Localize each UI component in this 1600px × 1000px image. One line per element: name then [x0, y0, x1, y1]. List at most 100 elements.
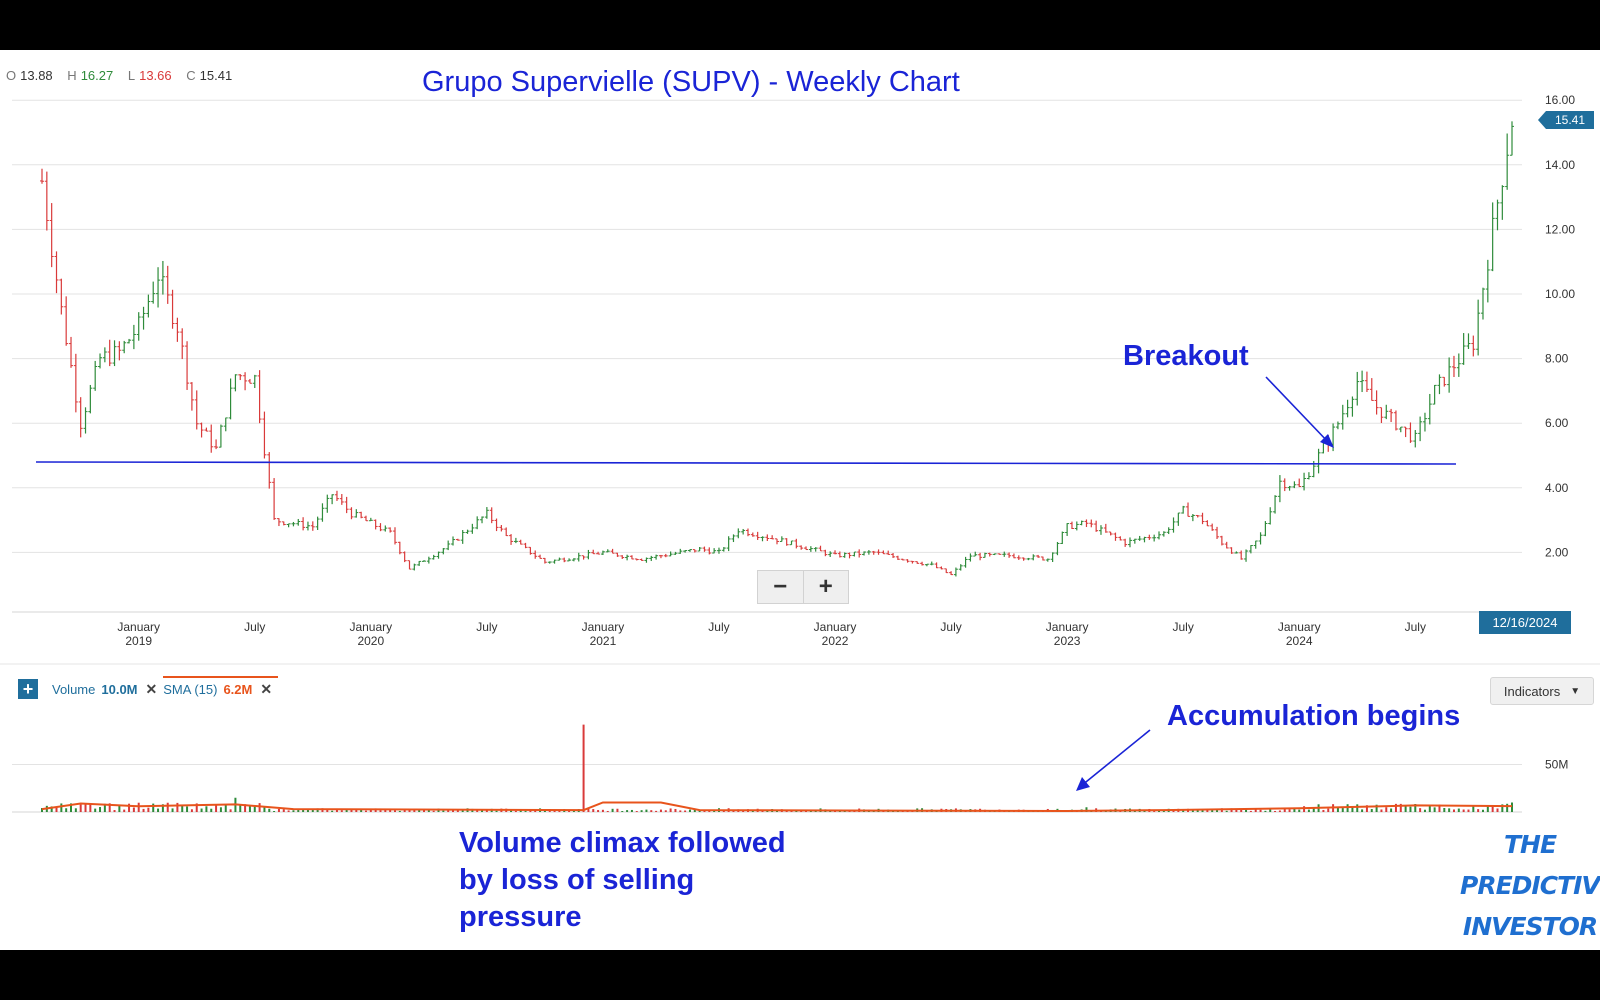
ohlc-bar	[852, 551, 857, 557]
price-tick-label: 16.00	[1545, 93, 1575, 107]
ohlc-bar	[997, 553, 1002, 555]
ohlc-bar	[1360, 370, 1365, 393]
ohlc-bar	[112, 340, 117, 367]
ohlc-bar	[658, 554, 663, 559]
ohlc-bar	[489, 507, 494, 524]
ohlc-bar	[499, 525, 504, 532]
ohlc-bar	[397, 541, 402, 555]
ohlc-bar	[214, 439, 219, 450]
ohlc-bar	[1055, 541, 1060, 556]
ohlc-bar	[1050, 552, 1055, 563]
ohlc-bar	[654, 554, 659, 560]
ohlc-bar	[44, 171, 49, 231]
accumulation-annotation: Accumulation begins	[1167, 700, 1461, 732]
ohlc-bar	[552, 559, 557, 564]
ohlc-bar	[301, 517, 306, 531]
ohlc-readout: O 13.88 H 16.27 L 13.66 C 15.41	[6, 68, 243, 83]
ohlc-bar	[833, 550, 838, 555]
ohlc-bar	[98, 353, 103, 369]
volume-legend: + Volume 10.0M ✕ SMA (15) 6.2M ✕	[18, 676, 279, 702]
x-tick-month: July	[244, 620, 265, 634]
ohlc-bar	[755, 531, 760, 540]
top-letterbox	[0, 0, 1600, 50]
ohlc-bar	[480, 516, 485, 524]
ohlc-bar	[1258, 532, 1263, 545]
ohlc-bar	[1490, 202, 1495, 272]
ohlc-bar	[784, 538, 789, 546]
ohlc-bar	[281, 521, 286, 526]
ohlc-bar	[886, 550, 891, 555]
ohlc-bar	[644, 557, 649, 563]
ohlc-bar	[779, 536, 784, 542]
remove-sma-icon[interactable]: ✕	[260, 681, 273, 697]
ohlc-bar	[924, 563, 929, 567]
x-tick-year: 2021	[590, 634, 617, 648]
add-indicator-button[interactable]: +	[18, 679, 38, 699]
open-label: O	[6, 68, 17, 83]
ohlc-bar	[402, 551, 407, 563]
ohlc-bar	[339, 494, 344, 505]
ohlc-bar	[1031, 554, 1036, 561]
chart-panel	[0, 50, 1600, 950]
ohlc-bar	[451, 536, 456, 546]
ohlc-bar	[915, 561, 920, 564]
ohlc-bar	[40, 168, 44, 184]
ohlc-bar	[528, 546, 533, 555]
ohlc-bar	[770, 535, 775, 540]
ohlc-bar	[949, 571, 954, 576]
ohlc-bar	[1500, 185, 1505, 220]
ohlc-bar	[992, 553, 997, 556]
chart-title: Grupo Supervielle (SUPV) - Weekly Chart	[418, 66, 964, 99]
ohlc-bar	[252, 374, 257, 388]
ohlc-bar	[1176, 512, 1181, 526]
ohlc-bar	[591, 549, 596, 555]
ohlc-bar	[596, 551, 601, 555]
ohlc-bar	[1480, 287, 1485, 320]
ohlc-bar	[1398, 426, 1403, 433]
ohlc-bar	[610, 548, 615, 554]
ohlc-bar	[1437, 374, 1442, 395]
ohlc-bar	[939, 566, 944, 570]
ohlc-bar	[78, 397, 83, 438]
ohlc-bar	[296, 518, 301, 526]
ohlc-bar	[910, 560, 915, 564]
ohlc-bar	[862, 551, 867, 556]
ohlc-bar	[562, 557, 567, 563]
indicators-dropdown[interactable]: Indicators ▼	[1490, 677, 1594, 705]
zoom-in-button[interactable]: +	[802, 571, 849, 603]
ohlc-bar	[267, 452, 272, 489]
ohlc-bar	[808, 546, 813, 552]
ohlc-bar	[678, 548, 683, 554]
ohlc-bar	[475, 516, 480, 530]
ohlc-bar	[1384, 404, 1389, 420]
ohlc-bar	[59, 278, 64, 315]
price-tick-label: 14.00	[1545, 158, 1575, 172]
ohlc-bar	[334, 490, 339, 501]
x-tick-month: January	[349, 620, 392, 634]
ohlc-bar	[1118, 536, 1123, 541]
climax-line: Volume climax followed	[459, 827, 786, 859]
x-tick-year: 2019	[125, 634, 152, 648]
sma-label: SMA (15)	[163, 682, 218, 697]
support-line	[35, 461, 1457, 465]
ohlc-bar	[620, 555, 625, 560]
ohlc-bar	[586, 549, 591, 560]
ohlc-bar	[54, 251, 59, 294]
zoom-out-button[interactable]: −	[773, 573, 788, 600]
volume-layer	[41, 724, 1513, 813]
accumulation-arrow	[1080, 729, 1151, 787]
ohlc-bar	[538, 554, 543, 559]
ohlc-bar	[1408, 422, 1413, 443]
ohlc-bar	[1277, 475, 1282, 503]
ohlc-bar	[199, 422, 204, 438]
ohlc-bar	[683, 550, 688, 553]
remove-volume-icon[interactable]: ✕	[145, 680, 158, 697]
chevron-down-icon: ▼	[1570, 685, 1581, 697]
ohlc-bar	[1147, 534, 1152, 540]
breakout-annotation: Breakout	[1123, 340, 1249, 372]
ohlc-bar	[1456, 353, 1461, 377]
ohlc-bar	[953, 567, 958, 577]
price-tick-label: 8.00	[1545, 352, 1569, 366]
